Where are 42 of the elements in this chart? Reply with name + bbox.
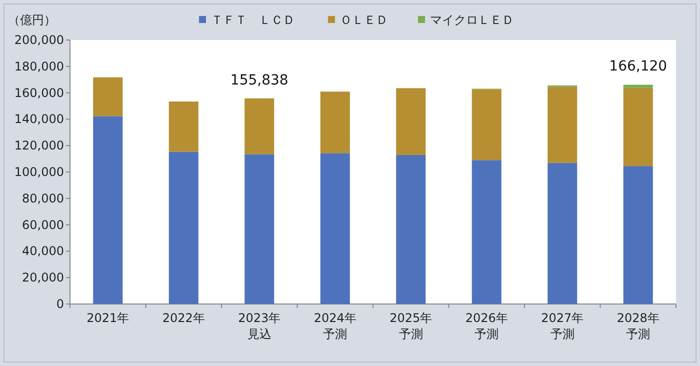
bar xyxy=(548,162,578,304)
y-tick-label: 200,000 xyxy=(14,33,64,47)
bar xyxy=(396,88,426,155)
bar xyxy=(623,166,653,304)
x-tick-label: 2021年 xyxy=(86,310,130,326)
legend-label: ＴＦＴ ＬＣＤ xyxy=(211,13,295,27)
y-tick-label: 140,000 xyxy=(14,112,64,126)
bar xyxy=(320,153,350,304)
bar xyxy=(623,84,653,88)
y-tick-label: 160,000 xyxy=(14,86,64,100)
y-tick-label: 60,000 xyxy=(22,218,64,232)
y-tick-label: 180,000 xyxy=(14,59,64,74)
x-tick-label: 2028年予測 xyxy=(616,310,660,342)
x-tick-label: 2025年予測 xyxy=(388,310,434,342)
y-axis-title: （億円） xyxy=(8,13,56,27)
bar xyxy=(623,88,653,166)
bar xyxy=(168,152,198,304)
x-tick-label: 2027年予測 xyxy=(540,310,585,342)
bar xyxy=(472,160,502,304)
annotation: 166,120 xyxy=(609,58,668,75)
legend-label: ＯＬＥＤ xyxy=(340,13,388,27)
y-tick-label: 0 xyxy=(56,297,64,311)
y-tick-label: 120,000 xyxy=(14,138,64,153)
x-tick-label: 2026年予測 xyxy=(464,310,509,342)
x-tick-label: 2024年予測 xyxy=(312,310,358,342)
annotation: 155,838 xyxy=(230,72,288,88)
bar xyxy=(244,98,274,154)
bar xyxy=(472,89,502,160)
bar xyxy=(93,116,123,304)
y-tick-label: 20,000 xyxy=(22,270,64,285)
y-tick-label: 100,000 xyxy=(14,165,64,179)
bar xyxy=(244,154,274,304)
bar xyxy=(320,92,350,154)
y-tick-label: 80,000 xyxy=(22,191,64,206)
bar xyxy=(168,102,198,152)
x-tick-label: 2022年 xyxy=(161,310,206,326)
bar xyxy=(93,77,123,116)
x-tick-label: 2023年見込 xyxy=(237,310,282,342)
y-tick-label: 40,000 xyxy=(22,244,64,258)
bar xyxy=(396,154,426,304)
legend-label: マイクロＬＥＤ xyxy=(430,13,514,27)
bar xyxy=(548,86,578,163)
